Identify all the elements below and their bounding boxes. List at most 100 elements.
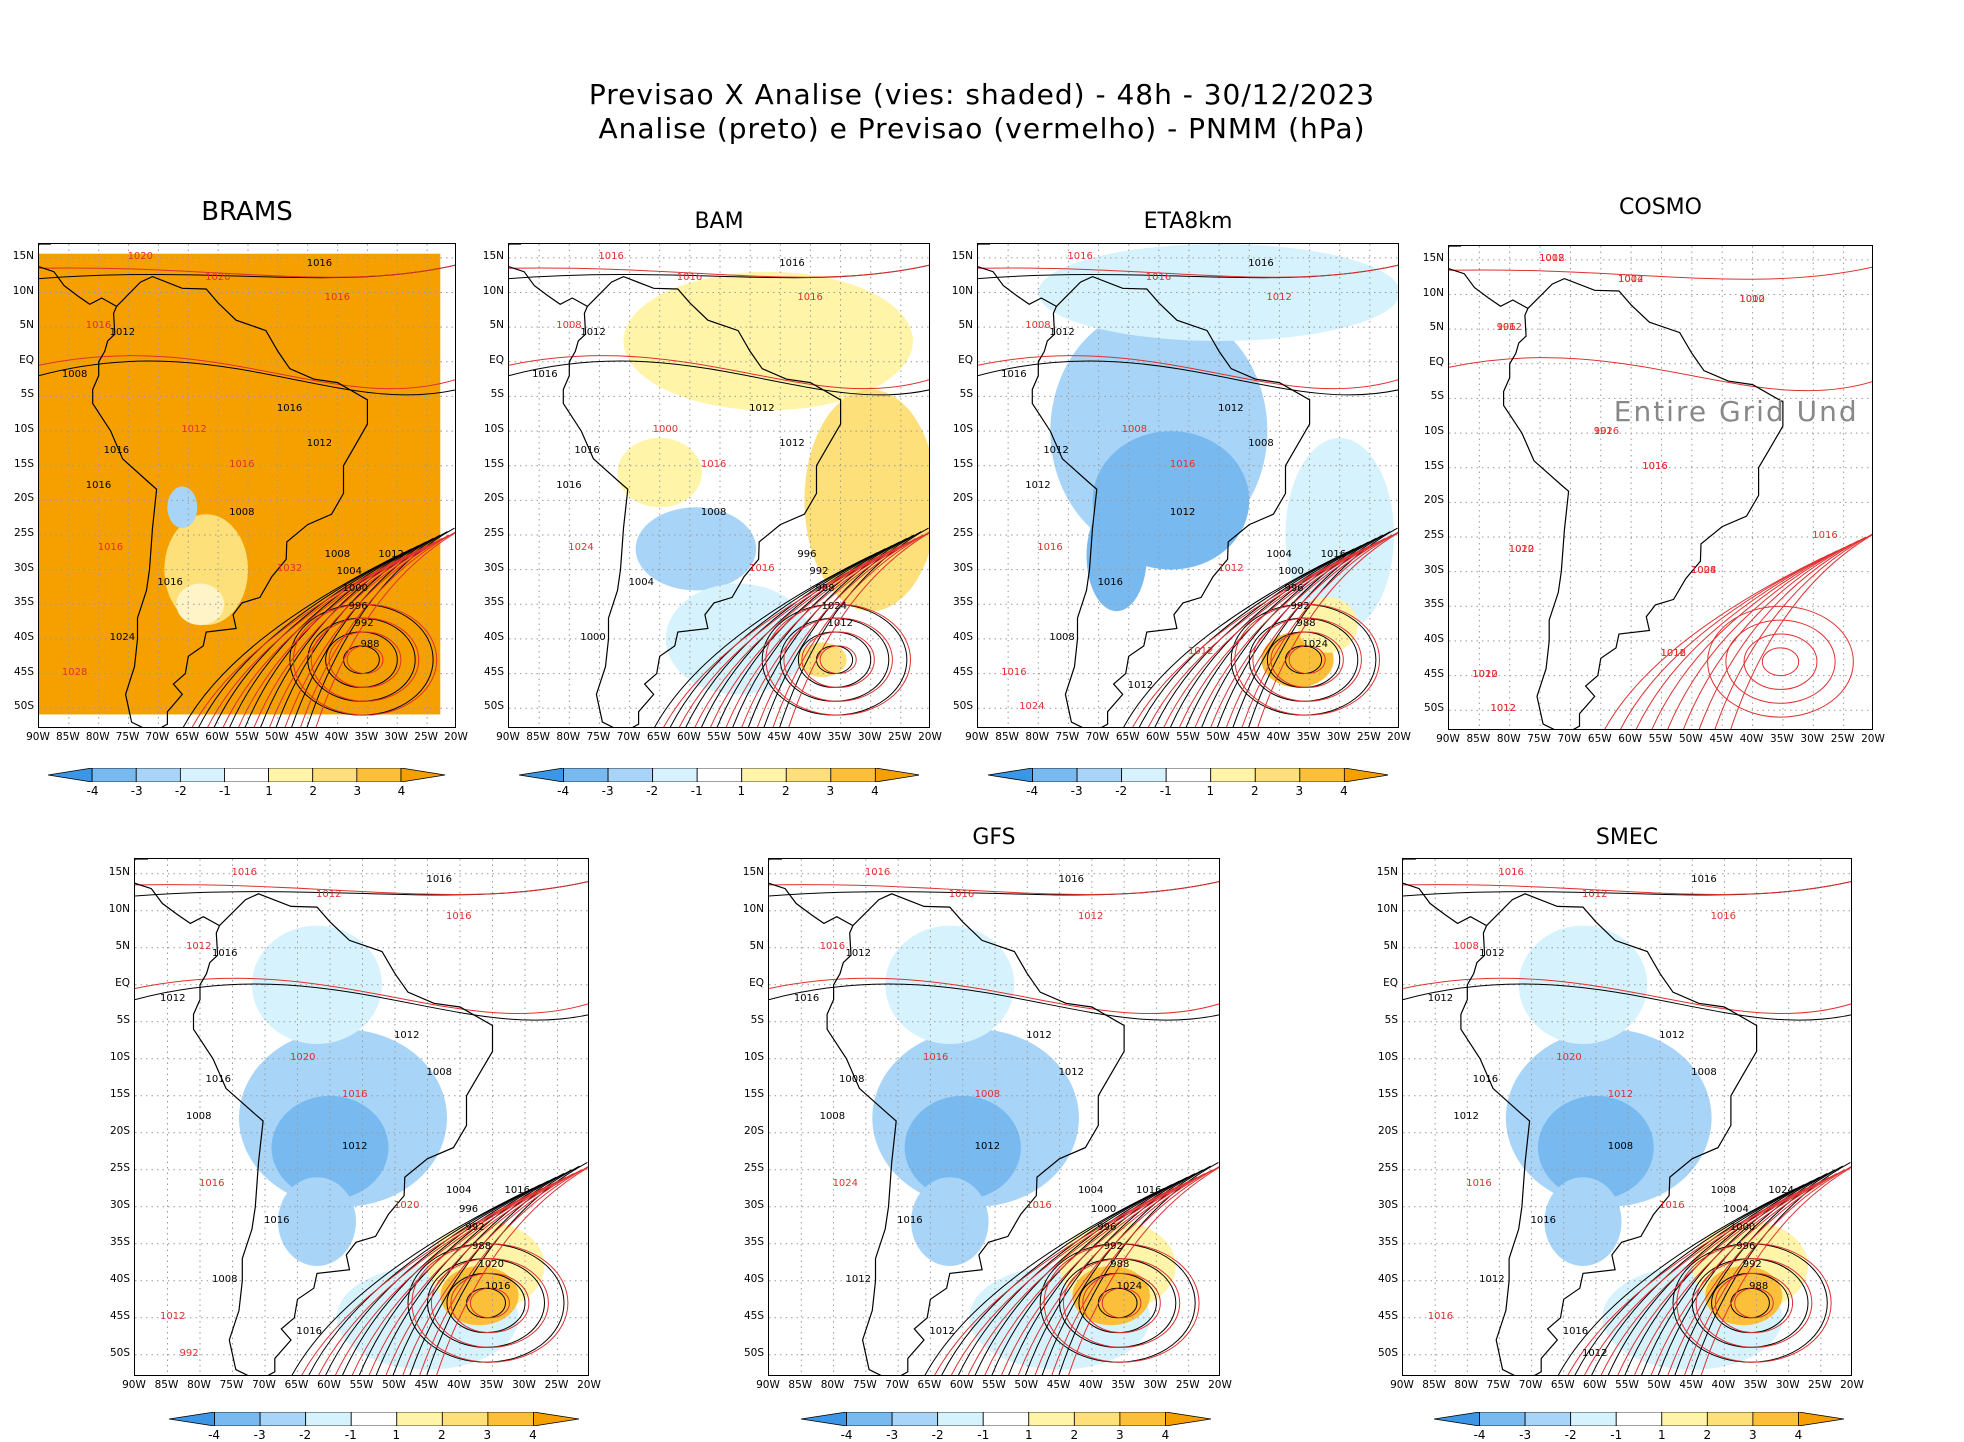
- lat-tick-label: 20S: [109, 1124, 130, 1137]
- isobar-label-forecast: 1016: [1026, 1199, 1052, 1211]
- bias-shading-blob: [167, 486, 198, 529]
- lon-tick-label: 80W: [556, 731, 581, 743]
- lat-tick-label: 5N: [19, 319, 34, 332]
- colorbar-swatch: [651, 768, 698, 782]
- isobar-label-analysis: 1016: [897, 1214, 923, 1226]
- isobar-label-analysis: 1016: [426, 874, 452, 886]
- isobar-label-analysis: 1012: [1453, 1111, 1479, 1122]
- forecast-isobars: [509, 264, 929, 727]
- isobar-label-forecast: 1012: [1490, 703, 1516, 715]
- lat-tick-label: 15S: [1423, 459, 1444, 472]
- isobar-label-analysis: 1016: [1320, 548, 1347, 560]
- lat-tick-label: 35S: [952, 596, 973, 609]
- colorbar-label: -2: [931, 1428, 944, 1442]
- isobar-label-analysis: 1008: [1607, 1140, 1634, 1152]
- isobar-label-analysis: 1016: [103, 444, 130, 456]
- lat-tick-label: 45S: [952, 665, 973, 678]
- lon-tick-label: 70W: [616, 731, 641, 743]
- colorbar-label: -4: [1473, 1428, 1486, 1442]
- lat-tick-label: 5S: [959, 388, 973, 401]
- isobar-label-analysis: 1016: [212, 948, 238, 960]
- colorbar-swatch: [829, 768, 876, 782]
- isobar-label-analysis: 992: [809, 566, 829, 578]
- lat-tick-label: 50S: [952, 700, 973, 713]
- lon-tick-label: 25W: [544, 1379, 569, 1391]
- lon-tick-label: 55W: [349, 1379, 374, 1391]
- lon-tick-label: 60W: [949, 1379, 974, 1391]
- colorbar-swatch: [1706, 1412, 1754, 1426]
- isobar-label-forecast: 1016: [1001, 666, 1027, 678]
- isobar-label-forecast: 1016: [1498, 866, 1524, 878]
- forecast-isobars: [978, 264, 1398, 727]
- isobar-label-forecast: 1008: [1121, 424, 1148, 436]
- lat-tick-label: 30S: [1423, 563, 1444, 576]
- lat-tick-label: EQ: [115, 976, 130, 989]
- lon-tick-label: 85W: [526, 731, 551, 743]
- isobar-label-analysis: 992: [1103, 1240, 1123, 1252]
- isobar-label-forecast: 1016: [1710, 911, 1737, 923]
- isobar-label-analysis: 1008: [1710, 1185, 1737, 1196]
- isobar-label-forecast: 1012: [316, 889, 342, 900]
- isobar-label-analysis: 1012: [580, 327, 606, 339]
- lat-tick-label: 50S: [109, 1346, 130, 1359]
- lat-tick-label: 10N: [12, 284, 34, 297]
- lat-tick-label: 30S: [483, 561, 504, 574]
- isobar-label-analysis: 1008: [1248, 437, 1274, 449]
- colorbar-label: 3: [826, 784, 835, 798]
- isobar-label-analysis: 992: [1742, 1259, 1762, 1270]
- lat-tick-label: 5S: [1430, 390, 1444, 403]
- isobar-label-forecast: 1016: [446, 911, 472, 923]
- isobar-label-forecast: 1016: [324, 292, 351, 304]
- colorbar-swatch: [982, 1412, 1030, 1426]
- lon-tick-label: 45W: [1046, 1379, 1071, 1391]
- isobar-label-analysis: 1012: [929, 1325, 955, 1337]
- lon-tick-label: 90W: [496, 731, 520, 743]
- map-frame: [38, 243, 456, 728]
- lon-tick-label: 50W: [1014, 1379, 1039, 1391]
- isobar-label-forecast: 1020: [394, 1199, 420, 1211]
- colorbar-swatch: [1752, 1412, 1799, 1426]
- colorbar-swatch: [740, 768, 787, 782]
- panel-title: ETA8km: [1143, 209, 1233, 234]
- lat-tick-label: 20S: [1377, 1124, 1398, 1137]
- lat-tick-label: 10N: [108, 902, 130, 915]
- isobar-label-analysis: 1016: [556, 479, 582, 491]
- figure-title-line-2: Analise (preto) e Previsao (vermelho) - …: [598, 112, 1366, 145]
- lon-tick-label: 80W: [820, 1379, 845, 1391]
- lon-tick-label: 25W: [1175, 1379, 1200, 1391]
- isobar-label-analysis: 1016: [1136, 1185, 1162, 1196]
- colorbar-label: -1: [977, 1428, 990, 1442]
- colorbar-swatch: [1028, 1412, 1075, 1426]
- lat-tick-label: 10N: [1422, 286, 1444, 299]
- lat-tick-label: 10S: [952, 423, 973, 436]
- isobar-label-forecast: 1016: [864, 866, 891, 878]
- lat-tick-label: 5N: [489, 319, 504, 332]
- graticule: [135, 859, 588, 1375]
- bias-shading-blob: [278, 1177, 356, 1266]
- isobar-label-forecast: 1016: [199, 1177, 225, 1189]
- lon-tick-label: 55W: [982, 1379, 1006, 1391]
- colorbar-swatch: [1570, 1412, 1617, 1426]
- isobar-label-analysis: 1012: [306, 437, 333, 449]
- lat-tick-label: 5N: [958, 319, 973, 332]
- isobar-label-analysis: 1016: [1472, 1074, 1499, 1085]
- isobar-label-analysis: 1012: [1218, 403, 1244, 415]
- colorbar-swatch: [304, 1412, 352, 1426]
- lon-tick-label: 65W: [646, 731, 671, 743]
- lon-tick-label: 60W: [205, 731, 230, 743]
- lon-tick-label: 25W: [1356, 731, 1381, 743]
- isobar-label-analysis: 992: [354, 618, 374, 630]
- colorbar: [48, 768, 446, 782]
- lat-tick-label: 30S: [1377, 1198, 1398, 1211]
- colorbar-swatch: [1254, 768, 1300, 782]
- lon-tick-label: 75W: [1527, 733, 1551, 745]
- lon-tick-label: 25W: [414, 731, 439, 743]
- isobar-label-analysis: 1016: [793, 992, 820, 1004]
- isobar-label-analysis: 1012: [1169, 507, 1196, 519]
- isobar-label-forecast: 1020: [205, 271, 231, 283]
- isobar-label-analysis: 1012: [1025, 479, 1051, 491]
- lon-tick-label: 60W: [676, 731, 701, 743]
- isobar-label-analysis: 1000: [580, 631, 606, 643]
- isobar-label-analysis: 1016: [85, 479, 112, 491]
- lat-tick-label: 45S: [109, 1309, 130, 1322]
